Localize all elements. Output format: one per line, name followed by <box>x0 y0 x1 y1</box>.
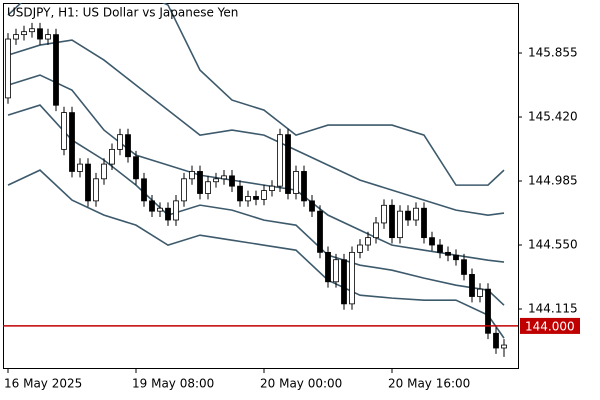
y-tick-label: 144.985 <box>528 174 578 188</box>
candle-body <box>261 190 267 200</box>
candle-body <box>429 237 435 246</box>
candle-body <box>69 112 75 172</box>
candle-body <box>21 31 27 36</box>
band-line <box>7 169 505 339</box>
plot-frame <box>3 3 519 369</box>
y-tick-label: 145.420 <box>528 110 578 124</box>
candle-body <box>445 251 451 256</box>
candle-body <box>165 207 171 221</box>
candle-body <box>269 185 275 191</box>
plot-area <box>5 3 507 357</box>
candle-body <box>229 175 235 187</box>
y-tick-label: 145.855 <box>528 46 578 60</box>
candle-body <box>125 134 131 158</box>
candle-body <box>101 163 107 180</box>
x-tick-label: 19 May 08:00 <box>132 377 214 391</box>
candle-body <box>197 171 203 194</box>
candle-body <box>333 259 339 283</box>
x-tick-label: 20 May 16:00 <box>388 377 470 391</box>
candle-body <box>461 259 467 275</box>
candle-body <box>213 178 219 183</box>
candle-body <box>29 28 35 33</box>
candle-body <box>293 171 299 194</box>
candle-body <box>397 210 403 239</box>
candle-body <box>349 251 355 305</box>
candle-body <box>501 344 507 349</box>
candle-body <box>13 34 19 40</box>
candle-body <box>413 207 419 221</box>
candle-body <box>317 210 323 253</box>
candle-body <box>381 204 387 224</box>
candle-body <box>141 178 147 202</box>
candle-body <box>301 171 307 202</box>
candle-body <box>437 244 443 253</box>
x-tick-label: 20 May 00:00 <box>260 377 342 391</box>
candle-body <box>373 222 379 239</box>
candle-body <box>285 134 291 194</box>
candle-body <box>189 171 195 180</box>
candle-body <box>389 204 395 239</box>
band-line <box>7 39 505 216</box>
candle-body <box>61 112 67 150</box>
candle-body <box>85 163 91 202</box>
candle-body <box>93 178 99 202</box>
candle-body <box>477 288 483 297</box>
band-line <box>7 104 505 306</box>
candle-body <box>45 34 51 40</box>
candle-body <box>309 200 315 212</box>
candle-body <box>421 207 427 239</box>
candle-body <box>109 148 115 165</box>
candle-body <box>253 196 259 200</box>
y-tick-label: 144.115 <box>528 302 578 316</box>
price-label: 144.000 <box>525 319 575 333</box>
candle-body <box>37 28 43 40</box>
candle-body <box>181 178 187 202</box>
candle-body <box>149 200 155 212</box>
candle-body <box>221 175 227 180</box>
x-tick-label: 16 May 2025 <box>4 377 82 391</box>
candle-body <box>5 38 11 99</box>
candle-body <box>237 185 243 202</box>
candle-body <box>157 207 163 212</box>
candle-body <box>453 254 459 261</box>
candle-body <box>245 196 251 202</box>
candle-body <box>277 134 283 187</box>
candle-body <box>341 259 347 305</box>
candle-body <box>325 251 331 283</box>
candle-body <box>205 181 211 194</box>
candle-body <box>117 134 123 150</box>
y-tick-label: 144.550 <box>528 238 578 252</box>
candle-body <box>77 163 83 172</box>
candle-body <box>133 156 139 180</box>
candle-body <box>485 288 491 334</box>
candle-body <box>173 200 179 221</box>
chart-title: USDJPY, H1: US Dollar vs Japanese Yen <box>7 6 238 20</box>
price-label-box <box>520 317 580 334</box>
candle-body <box>405 210 411 221</box>
candle-body <box>493 332 499 349</box>
candle-body <box>365 237 371 246</box>
candle-body <box>357 244 363 253</box>
candle-body <box>53 34 59 106</box>
band-line <box>7 3 505 186</box>
candle-body <box>469 274 475 297</box>
